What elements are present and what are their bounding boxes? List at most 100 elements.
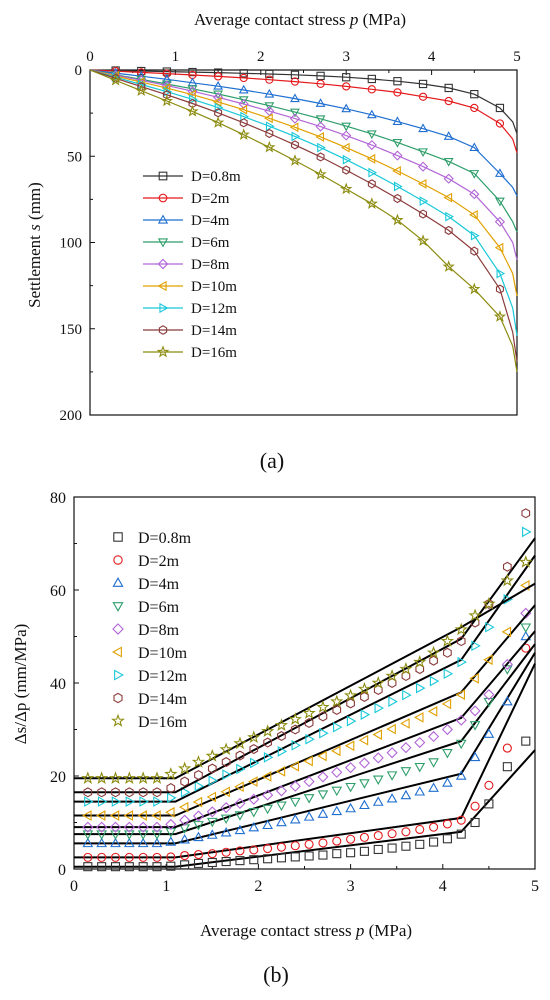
chart-a-point — [135, 84, 148, 96]
chart-b-point — [110, 862, 121, 872]
chart-a-legend-entry: D=8m — [143, 257, 230, 273]
chart-b-point — [372, 796, 384, 806]
chart-a-point — [239, 69, 248, 78]
chart-b-ytick-label: 60 — [50, 583, 66, 600]
chart-b-legend-marker — [111, 713, 125, 727]
chart-b-point — [95, 810, 106, 821]
chart-a: Average contact stress p (MPa) Settlemen… — [25, 10, 521, 473]
chart-b-point — [83, 852, 93, 862]
chart-b-legend-entry: D=8m — [112, 622, 180, 639]
chart-b-point — [206, 806, 218, 818]
chart-a-series-line — [89, 69, 518, 153]
chart-b-point — [468, 608, 482, 622]
chart-b-point — [372, 775, 384, 785]
chart-b-point — [400, 742, 412, 754]
chart-b-point — [234, 781, 244, 793]
chart-b-point — [333, 721, 343, 733]
chart-b-point — [233, 736, 247, 750]
chart-b-point — [165, 806, 175, 818]
chart-a-point — [187, 86, 198, 97]
chart-a-point — [342, 73, 351, 82]
chart-b-point — [414, 712, 424, 723]
chart-a-legend-marker — [158, 325, 168, 335]
chart-b-point — [220, 786, 230, 798]
chart-b-point — [443, 647, 452, 658]
chart-b-point — [110, 830, 121, 840]
chart-b-point — [262, 804, 273, 815]
chart-b-point — [138, 862, 148, 872]
chart-b-point — [345, 782, 356, 793]
chart-b-point — [152, 862, 162, 872]
chart-b-fit-line — [74, 554, 536, 803]
chart-a-series — [89, 69, 518, 233]
chart-b-point — [220, 802, 232, 814]
chart-b-point — [193, 831, 204, 842]
chart-b-point — [83, 862, 93, 872]
chart-a-point — [470, 230, 480, 241]
chart-b-point — [249, 845, 259, 855]
chart-b-point — [359, 832, 369, 842]
chart-a-point — [213, 80, 224, 90]
chart-a-point — [340, 142, 350, 153]
chart-b-point — [262, 819, 273, 830]
chart-b-point — [137, 810, 147, 821]
chart-b-point — [289, 780, 301, 792]
chart-b-point — [221, 757, 231, 768]
chart-b-point — [208, 775, 219, 786]
chart-a-point — [289, 113, 301, 124]
chart-b-xlabel: Average contact stress p (MPa) — [200, 921, 412, 940]
chart-a-ytick-label: 0 — [75, 63, 83, 79]
chart-b-point — [331, 745, 341, 757]
chart-a-point — [238, 84, 249, 94]
chart-a-point — [444, 83, 453, 93]
chart-b-point — [234, 824, 246, 835]
chart-b-point — [400, 718, 410, 729]
chart-a-point — [290, 140, 299, 150]
chart-b-point — [484, 780, 494, 790]
chart-a-legend-entry: D=2m — [143, 191, 230, 207]
chart-b-point — [236, 763, 246, 775]
chart-b-point — [305, 733, 315, 745]
chart-b-point — [263, 843, 273, 854]
chart-a-series — [89, 69, 518, 297]
chart-a-legend-label: D=8m — [191, 257, 230, 273]
chart-a-point — [444, 96, 453, 106]
chart-a-point — [418, 123, 428, 133]
chart-a-point — [365, 197, 378, 209]
chart-a-xlabel-text: Average contact stress — [194, 10, 350, 29]
chart-b-xlabel-var: p — [355, 921, 365, 940]
chart-b-point — [440, 634, 455, 647]
chart-a-point — [443, 173, 454, 184]
chart-a-series-line — [89, 69, 518, 135]
chart-a-point — [495, 168, 505, 177]
chart-b-point — [111, 787, 120, 798]
chart-a-point — [367, 179, 376, 189]
chart-b-point — [469, 673, 479, 684]
chart-b-point — [303, 811, 315, 821]
chart-b-point — [400, 767, 412, 777]
chart-b-legend-marker — [113, 555, 123, 565]
chart-a-point — [211, 116, 225, 128]
chart-b-point — [521, 508, 531, 519]
chart-a-point — [444, 225, 453, 236]
chart-a-point — [109, 73, 122, 86]
chart-b-ytick-label: 0 — [58, 862, 66, 879]
chart-b-point — [441, 723, 453, 736]
chart-b-point — [332, 704, 342, 716]
chart-a-ylabel-var: s — [25, 224, 44, 231]
chart-b-point — [501, 626, 512, 638]
chart-b-point — [166, 852, 176, 862]
chart-b-point — [167, 792, 177, 804]
chart-a-point — [238, 104, 248, 115]
chart-b-legend-label: D=8m — [138, 622, 180, 639]
chart-a-legend-entry: D=16m — [143, 345, 237, 361]
chart-b-fit-line — [74, 643, 536, 836]
chart-a-legend-marker — [157, 214, 169, 224]
chart-b-point — [503, 593, 514, 605]
chart-a-point — [470, 103, 479, 113]
chart-b-point — [165, 818, 177, 830]
chart-b-point — [290, 841, 300, 851]
chart-b-xtick-label: 0 — [70, 878, 78, 895]
chart-b-point — [82, 830, 94, 840]
chart-b-legend-entry: D=12m — [114, 668, 188, 685]
